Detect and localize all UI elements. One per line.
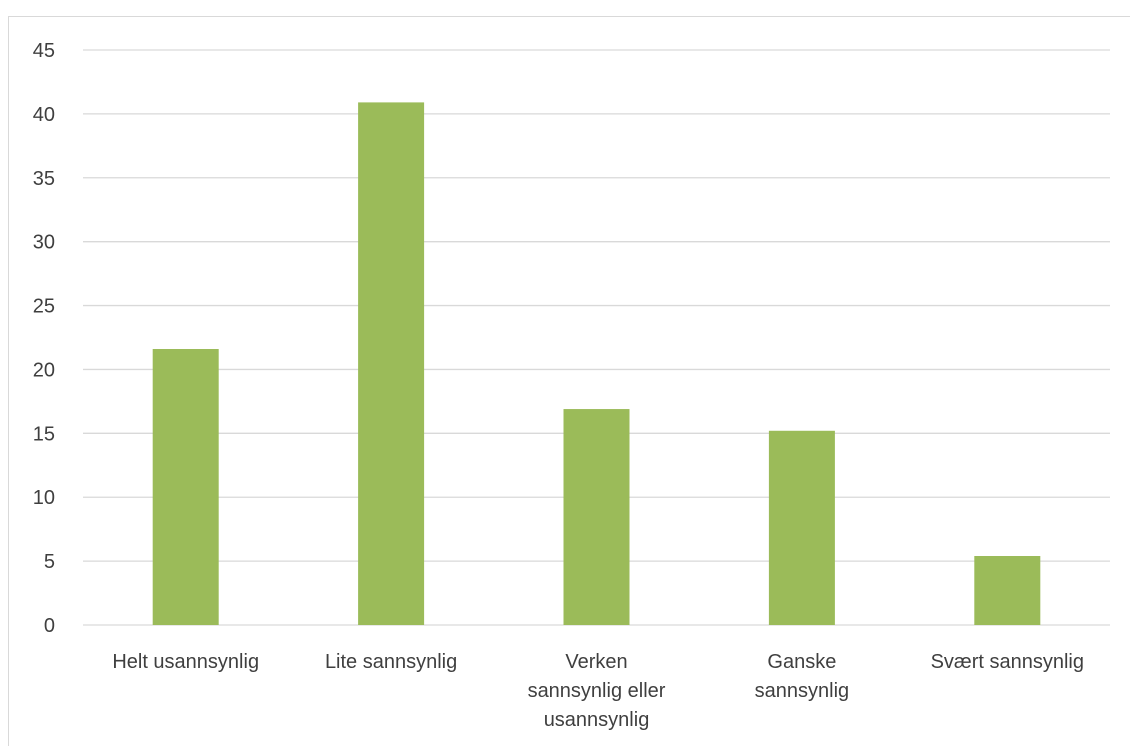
x-category-label: Ganske sannsynlig xyxy=(755,651,850,702)
bars xyxy=(152,102,1041,625)
y-axis-ticks: 0 5 10 15 20 25 30 35 40 45 xyxy=(33,40,55,637)
y-tick-label: 10 xyxy=(33,487,55,509)
y-tick-label: 40 xyxy=(33,104,55,126)
x-category-label-line: usannsynlig xyxy=(544,709,650,731)
y-tick-label: 35 xyxy=(33,168,55,190)
x-category-label-line: sannsynlig xyxy=(755,680,850,702)
bar xyxy=(768,430,835,625)
x-category-label-line: Lite sannsynlig xyxy=(325,651,457,673)
y-tick-label: 5 xyxy=(44,551,55,573)
x-category-label: Svært sannsynlig xyxy=(931,651,1084,673)
x-category-label-line: sannsynlig eller xyxy=(528,680,666,702)
bar xyxy=(152,349,219,625)
x-category-label: Verken sannsynlig eller usannsynlig xyxy=(528,651,666,731)
y-tick-label: 15 xyxy=(33,423,55,445)
x-axis-categories: Helt usannsynlig Lite sannsynlig Verken san… xyxy=(112,651,1084,731)
y-tick-label: 20 xyxy=(33,359,55,381)
x-category-label-line: Ganske xyxy=(767,651,836,673)
bar xyxy=(563,409,630,625)
y-tick-label: 25 xyxy=(33,296,55,318)
y-tick-label: 45 xyxy=(33,40,55,62)
bar xyxy=(974,556,1041,625)
x-category-label-line: Verken xyxy=(565,651,627,673)
bar xyxy=(358,102,425,625)
chart-frame xyxy=(8,16,1130,746)
x-category-label: Lite sannsynlig xyxy=(325,651,457,673)
x-category-label-line: Svært sannsynlig xyxy=(931,651,1084,673)
x-category-label-line: Helt usannsynlig xyxy=(112,651,259,673)
y-tick-label: 30 xyxy=(33,232,55,254)
y-tick-label: 0 xyxy=(44,615,55,637)
x-category-label: Helt usannsynlig xyxy=(112,651,259,673)
